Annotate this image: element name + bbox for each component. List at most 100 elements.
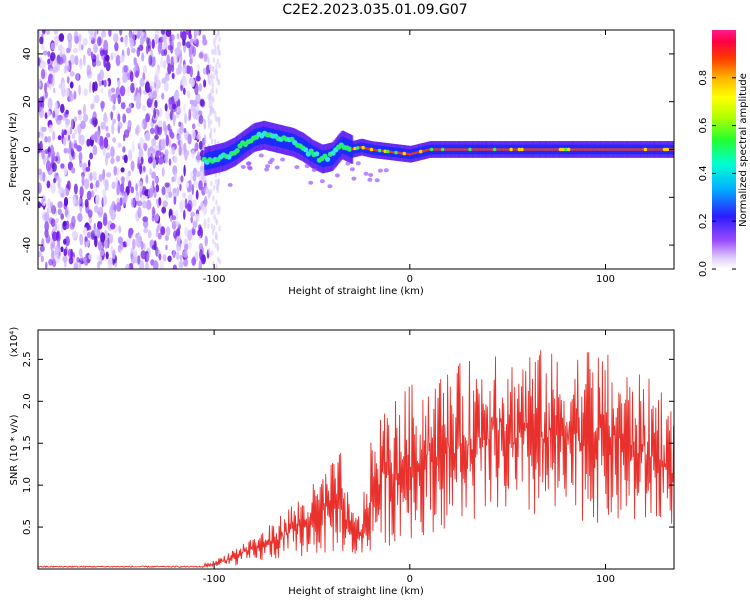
noise-speck: [117, 125, 121, 134]
noise-speck: [139, 260, 145, 269]
noise-speck: [145, 174, 149, 184]
noise-speck: [154, 100, 158, 109]
noise-speck: [175, 221, 181, 227]
noise-speck: [154, 134, 159, 140]
signal-core: [405, 152, 409, 156]
noise-speck: [173, 170, 177, 183]
signal-core: [438, 148, 442, 151]
signal-band: [332, 147, 335, 164]
noise-speck: [217, 45, 220, 52]
noise-speck: [143, 166, 146, 172]
noise-speck: [162, 200, 168, 208]
noise-speck: [105, 251, 109, 260]
noise-speck: [207, 217, 210, 224]
noise-speck: [207, 74, 211, 80]
signal-band: [637, 144, 640, 155]
signal-core: [594, 148, 598, 151]
noise-speck: [194, 83, 199, 96]
noise-speck: [102, 189, 107, 197]
spectrogram-y-tick-label: -40: [22, 237, 33, 253]
noise-speck: [83, 54, 86, 66]
noise-speck: [137, 255, 141, 265]
noise-speck: [216, 256, 220, 263]
noise-speck: [42, 30, 46, 35]
noise-speck: [120, 176, 126, 183]
noise-speck: [209, 251, 212, 258]
noise-speck: [119, 30, 123, 36]
noise-speck: [164, 182, 170, 188]
noise-speck: [214, 110, 217, 117]
noise-speck: [210, 223, 214, 230]
noise-speck: [114, 42, 119, 52]
noise-speck: [58, 56, 64, 65]
noise-speck: [218, 36, 221, 43]
noise-speck: [214, 45, 217, 51]
noise-speck: [94, 94, 100, 104]
noise-speck: [51, 249, 55, 261]
signal-speck: [246, 161, 252, 166]
noise-speck: [90, 103, 95, 110]
noise-speck: [180, 136, 183, 149]
colorbar-tick-label: 0.6: [698, 118, 709, 134]
noise-speck: [41, 238, 45, 249]
noise-speck: [163, 81, 169, 92]
noise-speck: [138, 148, 144, 159]
noise-speck: [71, 133, 76, 140]
signal-core: [400, 152, 403, 155]
noise-speck: [163, 59, 167, 70]
noise-speck: [195, 213, 200, 220]
noise-speck: [140, 240, 144, 250]
noise-speck: [162, 120, 167, 132]
signal-core: [581, 148, 584, 151]
noise-speck: [70, 147, 75, 158]
noise-speck: [147, 229, 152, 239]
noise-speck: [51, 76, 55, 87]
noise-speck: [40, 60, 46, 69]
noise-speck: [145, 199, 152, 210]
noise-speck: [211, 87, 215, 94]
signal-core: [490, 148, 494, 151]
noise-speck: [202, 38, 208, 46]
noise-speck: [168, 158, 172, 166]
signal-bead: [353, 146, 357, 151]
signal-speck: [345, 161, 351, 166]
noise-speck: [188, 108, 192, 121]
noise-speck: [191, 257, 197, 266]
noise-speck: [191, 128, 196, 141]
signal-core: [488, 148, 491, 151]
noise-speck: [188, 241, 192, 249]
noise-speck: [145, 113, 151, 123]
noise-speck: [191, 149, 195, 159]
noise-speck: [104, 179, 109, 191]
noise-speck: [149, 127, 155, 135]
signal-core: [657, 148, 661, 151]
noise-speck: [79, 254, 83, 261]
signal-speck: [258, 153, 264, 158]
noise-speck: [88, 159, 91, 168]
noise-speck: [203, 178, 208, 184]
noise-speck: [90, 51, 94, 59]
noise-speck: [38, 80, 42, 88]
noise-speck: [38, 182, 42, 194]
noise-speck: [195, 155, 201, 161]
noise-speck: [79, 197, 82, 205]
signal-bead: [429, 147, 434, 152]
signal-bead: [520, 147, 524, 152]
signal-core: [463, 148, 466, 151]
signal-core: [529, 148, 532, 151]
noise-speck: [142, 200, 147, 209]
noise-speck: [89, 182, 94, 190]
spectrogram-y-label: Frequency (Hz): [8, 112, 19, 188]
signal-core: [314, 151, 320, 157]
noise-speck: [146, 252, 150, 262]
noise-speck: [147, 188, 154, 198]
noise-speck: [102, 216, 108, 227]
noise-speck: [184, 243, 188, 253]
noise-speck: [53, 87, 56, 94]
signal-band: [328, 149, 331, 166]
noise-speck: [100, 232, 106, 243]
noise-speck: [160, 30, 166, 35]
noise-speck: [130, 82, 135, 94]
noise-speck: [155, 184, 160, 193]
